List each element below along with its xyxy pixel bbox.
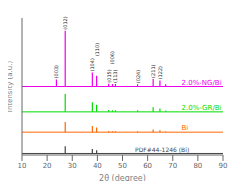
- svg-text:30: 30: [68, 162, 77, 170]
- svg-text:2θ (degree): 2θ (degree): [99, 174, 146, 181]
- svg-text:(012): (012): [62, 16, 68, 29]
- svg-text:(003): (003): [53, 65, 59, 78]
- svg-text:2.0%-NG/Bi: 2.0%-NG/Bi: [182, 79, 222, 87]
- svg-text:(024): (024): [135, 70, 141, 83]
- svg-text:(211): (211): [150, 64, 156, 77]
- svg-text:(104): (104): [89, 58, 95, 71]
- svg-text:60: 60: [143, 162, 152, 170]
- svg-text:20: 20: [43, 162, 52, 170]
- svg-text:(113): (113): [112, 69, 118, 82]
- svg-text:(122): (122): [157, 66, 163, 79]
- svg-text:PDF#44-1246 (Bi): PDF#44-1246 (Bi): [135, 146, 189, 153]
- svg-text:Intensity (a.u.): Intensity (a.u.): [8, 61, 14, 113]
- svg-text:(110): (110): [94, 43, 100, 56]
- svg-text:Bi: Bi: [182, 124, 189, 132]
- svg-text:90: 90: [219, 162, 228, 170]
- svg-text:40: 40: [93, 162, 102, 170]
- svg-text:(006): (006): [109, 51, 115, 64]
- svg-text:(015): (015): [106, 69, 112, 82]
- svg-text:70: 70: [168, 162, 177, 170]
- svg-text:50: 50: [118, 162, 127, 170]
- svg-text:80: 80: [193, 162, 202, 170]
- svg-text:10: 10: [18, 162, 27, 170]
- svg-text:2.0%-GR/Bi: 2.0%-GR/Bi: [182, 104, 222, 112]
